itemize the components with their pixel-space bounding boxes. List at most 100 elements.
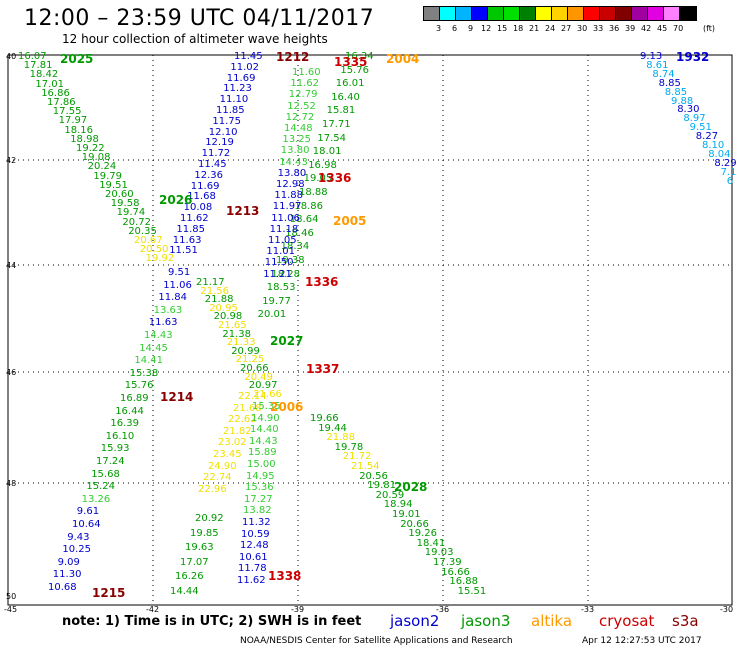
legend-swatch bbox=[600, 7, 616, 20]
track-2004-value: 11.97 bbox=[272, 201, 302, 213]
track-2028-value: 16.66 bbox=[441, 566, 470, 578]
track-1212-value: 11.63 bbox=[172, 234, 202, 246]
track-2025-value: 11.06 bbox=[163, 279, 192, 291]
lat-label: 42 bbox=[6, 156, 17, 165]
track-1335-value: 15.81 bbox=[326, 105, 356, 117]
track-1212-value: 11.51 bbox=[169, 245, 198, 257]
track-1214-value: 12.48 bbox=[240, 540, 269, 552]
generated-timestamp: Apr 12 12:27:53 UTC 2017 bbox=[582, 636, 702, 646]
track-2025-value: 17.81 bbox=[23, 60, 53, 72]
track-2027-value: 21.25 bbox=[235, 354, 265, 366]
track-2028-value: 21.72 bbox=[342, 451, 372, 463]
pass-label: 1213 bbox=[226, 204, 260, 218]
track-1212-value: 12.36 bbox=[194, 169, 224, 181]
track-1212-value: 11.02 bbox=[230, 61, 260, 73]
track-2004-value: 14.48 bbox=[284, 123, 313, 134]
track-1212-value: 11.62 bbox=[180, 213, 209, 224]
track-2025-value: 18.16 bbox=[64, 124, 94, 136]
track-1214-value: 11.62 bbox=[237, 575, 266, 586]
lat-label: 40 bbox=[6, 52, 17, 61]
track-2027-value: 21.33 bbox=[226, 337, 256, 349]
grid-lines bbox=[8, 55, 732, 605]
legend-label: 24 bbox=[545, 24, 556, 33]
track-1335-value: 19.05 bbox=[303, 173, 333, 185]
legend-label: 39 bbox=[625, 24, 636, 33]
track-1932-value: 7.1 bbox=[720, 166, 737, 178]
track-2025-value: 18.42 bbox=[29, 69, 59, 81]
track-1214-value: 11.78 bbox=[238, 563, 267, 575]
track-1212-value: 12.19 bbox=[205, 137, 234, 149]
track-1212-value: 11.45 bbox=[234, 51, 263, 62]
track-1214-value: 19.63 bbox=[185, 542, 214, 553]
track-2025-value: 11.30 bbox=[52, 569, 82, 581]
lon-label: -39 bbox=[291, 605, 305, 614]
track-1212-value: 11.72 bbox=[201, 148, 231, 160]
track-2004-value: 11.01 bbox=[266, 246, 296, 258]
track-1212-value: 11.45 bbox=[198, 159, 227, 170]
track-1212-value: 11.69 bbox=[226, 72, 256, 84]
legend-swatch bbox=[504, 7, 520, 20]
pass-label: 1932 bbox=[676, 50, 710, 64]
track-2004-value: 13.80 bbox=[277, 167, 307, 179]
track-2004-value: 11.21 bbox=[263, 268, 292, 280]
track-1335-value: 16.40 bbox=[331, 91, 360, 103]
track-2025-value: 9.61 bbox=[76, 506, 100, 518]
legend-unit: (ft) bbox=[703, 24, 716, 33]
track-1932-value: 8.74 bbox=[652, 68, 675, 80]
track-1214-value: 11.32 bbox=[242, 517, 271, 528]
legend-swatch bbox=[536, 7, 552, 20]
legend-label: 3 bbox=[436, 24, 442, 33]
track-1335-value: 20.01 bbox=[257, 309, 287, 321]
legend-swatch bbox=[472, 7, 488, 20]
track-2025-value: 11.63 bbox=[148, 317, 178, 329]
track-1335-value: 15.76 bbox=[340, 64, 370, 76]
track-2025-value: 13.26 bbox=[81, 493, 111, 505]
track-2025-value: 20.24 bbox=[87, 161, 117, 173]
track-2025-value: 17.86 bbox=[47, 97, 76, 108]
track-1335-value: 19.38 bbox=[276, 255, 305, 266]
track-2025-value: 19.08 bbox=[81, 152, 111, 164]
lon-label: -42 bbox=[146, 605, 160, 614]
track-2004-value: 11.06 bbox=[271, 212, 300, 224]
track-1214-value: 13.82 bbox=[243, 505, 272, 517]
track-1335-value: 18.46 bbox=[285, 227, 314, 239]
track-1335-value: 18.64 bbox=[289, 214, 319, 226]
pass-label: 2005 bbox=[333, 214, 367, 228]
track-2025-value: 9.43 bbox=[67, 531, 90, 543]
track-2025-value: 14.41 bbox=[134, 355, 164, 367]
track-2025-value: 16.39 bbox=[110, 418, 140, 430]
legend-label: 18 bbox=[513, 24, 524, 33]
legend-label: 12 bbox=[481, 24, 492, 33]
footer-note: note: 1) Time is in UTC; 2) SWH is in fe… bbox=[62, 614, 362, 629]
track-2025-value: 13.63 bbox=[153, 304, 183, 316]
legend-swatch bbox=[552, 7, 568, 20]
lon-label: -36 bbox=[436, 605, 450, 614]
track-1932-value: 8.27 bbox=[695, 131, 719, 143]
track-1212-value: 11.75 bbox=[212, 115, 242, 127]
track-2025-value: 20.60 bbox=[105, 189, 134, 200]
track-2025-value: 17.24 bbox=[96, 456, 125, 467]
track-2027-value: 21.17 bbox=[196, 277, 225, 288]
track-2025-value: 14.45 bbox=[139, 342, 168, 354]
track-2004-value: 12.79 bbox=[288, 89, 318, 101]
track-2028-value: 19.44 bbox=[318, 422, 347, 434]
track-1214-value: 20.92 bbox=[195, 513, 224, 524]
legend-label: 6 bbox=[452, 24, 458, 33]
track-1214-value: 10.61 bbox=[239, 551, 268, 563]
legend-label: 33 bbox=[593, 24, 604, 33]
track-2025-value: 19.51 bbox=[99, 179, 128, 191]
track-2027-value: 20.49 bbox=[244, 371, 274, 383]
track-1214-value: 17.07 bbox=[180, 556, 209, 568]
track-1932-value: 8.04 bbox=[708, 148, 731, 160]
legend-swatch bbox=[520, 7, 536, 20]
track-2004-value: 12.52 bbox=[287, 100, 316, 112]
track-2004-value: 11.88 bbox=[274, 190, 304, 202]
track-2025-value: 20.67 bbox=[134, 235, 163, 246]
legend-label: 36 bbox=[609, 24, 620, 33]
track-2027-value: 21.66 bbox=[253, 388, 282, 400]
track-2025-value: 20.35 bbox=[128, 225, 157, 237]
pass-label: 1215 bbox=[92, 586, 126, 600]
track-2025-value: 16.44 bbox=[115, 405, 144, 417]
